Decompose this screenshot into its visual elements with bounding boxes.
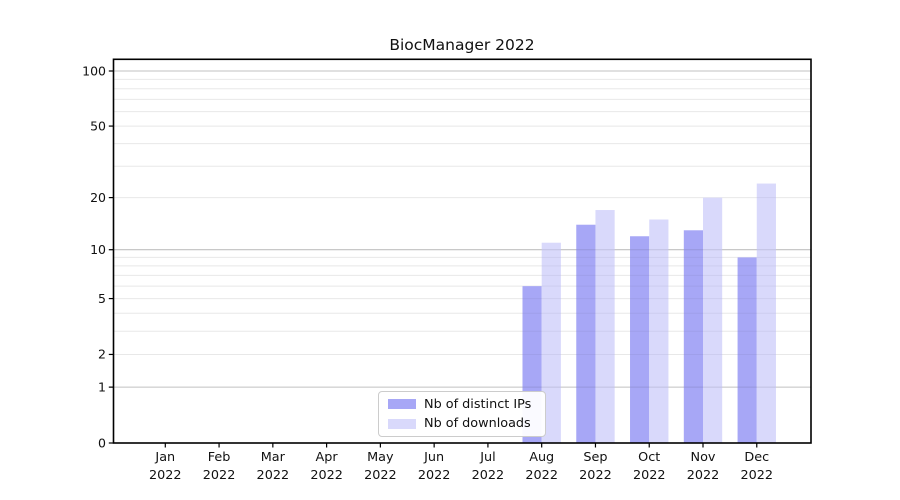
y-tick-label: 5 bbox=[98, 291, 106, 306]
y-tick-label: 50 bbox=[90, 118, 106, 133]
x-tick-label-year: 2022 bbox=[740, 468, 773, 483]
x-tick-label-year: 2022 bbox=[525, 468, 558, 483]
x-tick-label-month: Sep bbox=[583, 450, 607, 465]
legend-entry-downloads: Nb of downloads bbox=[388, 416, 545, 432]
x-tick-label-month: Apr bbox=[316, 450, 339, 465]
y-tick-label: 20 bbox=[90, 190, 106, 205]
bar-downloads-aug bbox=[541, 242, 561, 443]
y-tick-label: 100 bbox=[82, 63, 106, 78]
x-tick-label-year: 2022 bbox=[310, 468, 343, 483]
x-tick-label-year: 2022 bbox=[418, 468, 451, 483]
bar-downloads-nov bbox=[703, 197, 723, 443]
bar-downloads-oct bbox=[649, 219, 669, 443]
legend-label-distinct-ips: Nb of distinct IPs bbox=[424, 396, 532, 412]
y-tick-label: 10 bbox=[90, 242, 106, 257]
x-tick-label-month: Jul bbox=[479, 450, 495, 465]
y-tick-label: 0 bbox=[98, 435, 106, 450]
legend-swatch-downloads bbox=[388, 418, 416, 429]
chart-title: BiocManager 2022 bbox=[389, 36, 535, 54]
y-tick-label: 1 bbox=[98, 379, 106, 394]
x-tick-label-month: Feb bbox=[208, 450, 231, 465]
x-tick-label-month: Nov bbox=[691, 450, 716, 465]
x-tick-label-year: 2022 bbox=[472, 468, 505, 483]
x-tick-label-year: 2022 bbox=[364, 468, 397, 483]
plot-border bbox=[112, 58, 812, 444]
x-tick-label-month: Aug bbox=[529, 450, 554, 465]
x-tick-label-year: 2022 bbox=[633, 468, 666, 483]
legend-swatch-distinct-ips bbox=[388, 399, 416, 410]
x-tick-label-year: 2022 bbox=[687, 468, 720, 483]
x-tick-label-month: Jan bbox=[154, 450, 175, 465]
x-tick-label-year: 2022 bbox=[149, 468, 182, 483]
legend-entry-distinct-ips: Nb of distinct IPs bbox=[388, 396, 545, 412]
bar-ips-dec bbox=[737, 257, 757, 443]
bar-ips-oct bbox=[630, 236, 650, 443]
bar-ips-sep bbox=[576, 224, 596, 443]
x-tick-label-year: 2022 bbox=[203, 468, 236, 483]
bar-downloads-dec bbox=[756, 183, 776, 443]
x-tick-label-year: 2022 bbox=[257, 468, 290, 483]
x-tick-label-month: Jun bbox=[423, 450, 444, 465]
x-tick-label-month: Mar bbox=[261, 450, 286, 465]
x-tick-label-month: Oct bbox=[638, 450, 660, 465]
x-tick-label-month: Dec bbox=[744, 450, 769, 465]
bar-downloads-sep bbox=[595, 210, 615, 443]
legend-label-downloads: Nb of downloads bbox=[424, 416, 531, 432]
legend: Nb of distinct IPs Nb of downloads bbox=[378, 391, 546, 437]
bar-ips-nov bbox=[683, 230, 703, 443]
x-tick-label-year: 2022 bbox=[579, 468, 612, 483]
y-tick-label: 2 bbox=[98, 347, 106, 362]
x-tick-label-month: May bbox=[367, 450, 394, 465]
